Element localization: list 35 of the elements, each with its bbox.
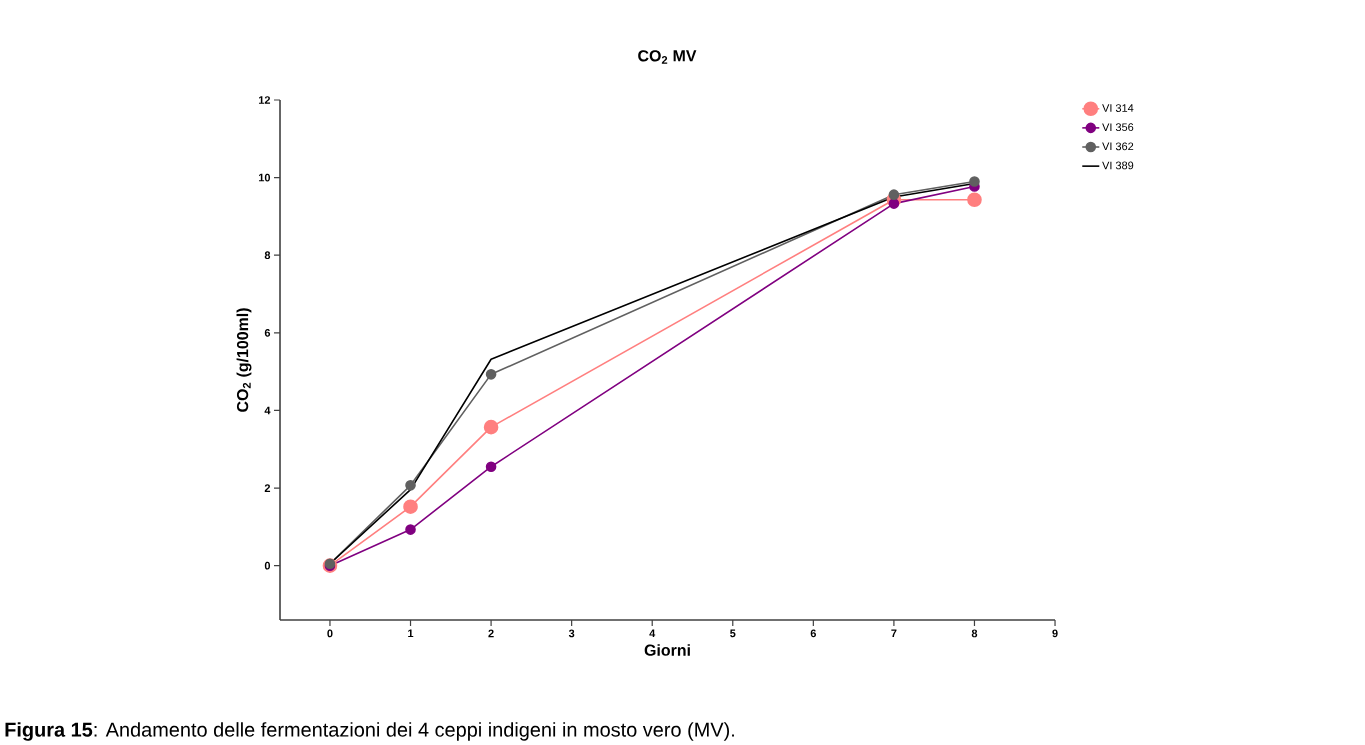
x-tick-label: 2	[488, 629, 494, 638]
x-tick-label: 0	[327, 629, 333, 638]
x-tick-label: 7	[891, 629, 897, 638]
x-tick-label: 4	[649, 629, 656, 638]
y-tick-label: 10	[258, 173, 271, 182]
legend-label: VI 314	[1102, 104, 1134, 112]
point	[405, 524, 416, 535]
point	[485, 369, 497, 380]
x-tick-label: 1	[408, 629, 414, 638]
point	[967, 192, 982, 208]
point	[888, 198, 900, 209]
point	[403, 499, 418, 514]
point	[405, 480, 416, 491]
legend-label: VI 362	[1102, 142, 1134, 151]
y-tick-label: 12	[258, 96, 271, 104]
x-tick-label: 5	[730, 629, 736, 638]
y-tick-label: 8	[264, 251, 271, 260]
y-axis-title: CO$_{2}$ (g/100ml)	[236, 308, 252, 412]
point	[888, 189, 900, 200]
text: Figura 15: Andamento delle fermentazioni dei 4 ceppi indigeni in mosto vero (MV).	[5, 722, 734, 741]
x-tick-label: 8	[971, 629, 978, 638]
x-tick-label: 9	[1052, 629, 1058, 638]
legend-label: VI 389	[1102, 161, 1134, 170]
y-tick-label: 0	[264, 561, 271, 570]
x-tick-label: 3	[568, 629, 575, 638]
legend-label: VI 356	[1102, 123, 1134, 132]
y-tick-label: 2	[264, 484, 271, 492]
point	[485, 461, 497, 473]
x-axis-title: Giorni	[644, 644, 690, 656]
point	[483, 419, 499, 435]
x-tick-label: 6	[810, 629, 816, 638]
y-tick-label: 6	[264, 328, 271, 337]
point	[969, 176, 980, 187]
y-tick-label: 4	[264, 406, 271, 415]
chart-title: CO$_{2}$ MV	[638, 50, 697, 64]
